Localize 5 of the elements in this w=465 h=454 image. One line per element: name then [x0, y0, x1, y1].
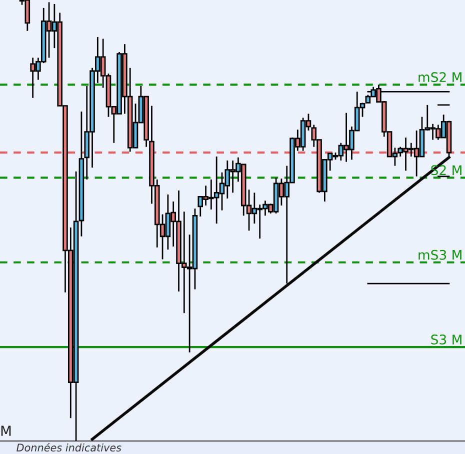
text: M	[1, 426, 11, 436]
ref-line-label: mS3 M	[418, 250, 462, 260]
ref-line-label: mS2 M	[418, 72, 462, 82]
text: Données indicatives	[16, 443, 122, 452]
ref-line-label: S3 M	[431, 334, 462, 345]
